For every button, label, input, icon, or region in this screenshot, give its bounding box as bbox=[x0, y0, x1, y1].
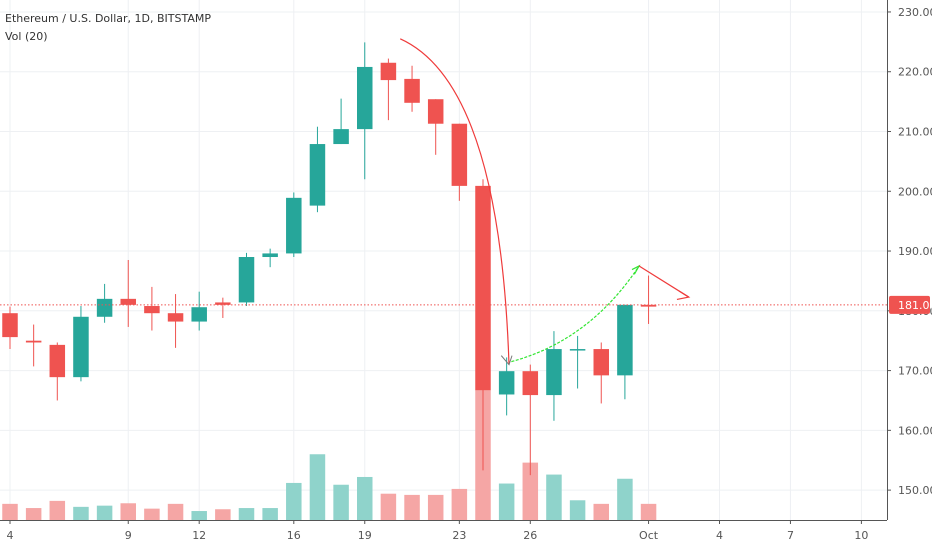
x-tick-label: 9 bbox=[125, 529, 132, 542]
y-tick-label: 190.00 bbox=[898, 245, 932, 258]
volume-bar bbox=[191, 511, 207, 520]
price-candles bbox=[2, 42, 657, 476]
red-curve-arrow-head bbox=[500, 355, 513, 366]
x-tick-label: 7 bbox=[787, 529, 794, 542]
volume-bar bbox=[144, 508, 160, 520]
time-axis-bg bbox=[0, 520, 932, 550]
volume-bar bbox=[262, 508, 278, 520]
volume-bar bbox=[404, 494, 420, 520]
candle-body bbox=[617, 304, 633, 376]
candle-body bbox=[262, 253, 278, 258]
green-curve-arrow[interactable] bbox=[511, 265, 640, 363]
candle-body bbox=[451, 123, 468, 186]
candle-body bbox=[215, 302, 231, 305]
candle-body bbox=[96, 298, 113, 317]
candle-body bbox=[640, 304, 657, 307]
volume-bar bbox=[73, 506, 89, 520]
red-curve-arrow[interactable] bbox=[399, 38, 510, 365]
y-tick-label: 150.00 bbox=[898, 484, 932, 497]
candle-body bbox=[2, 313, 18, 338]
volume-bar bbox=[96, 505, 113, 520]
candle-body bbox=[191, 307, 207, 322]
x-tick-label: 4 bbox=[7, 529, 14, 542]
candle-body bbox=[120, 298, 136, 305]
volume-bar bbox=[380, 493, 397, 520]
volume-bar bbox=[451, 488, 468, 520]
legend-volume: Vol (20) bbox=[5, 30, 48, 43]
candle-body bbox=[522, 371, 539, 396]
volume-bar bbox=[120, 503, 136, 520]
volume-bar bbox=[427, 494, 444, 520]
volume-bar bbox=[522, 462, 539, 520]
volume-bar bbox=[2, 503, 18, 520]
x-tick-label: 4 bbox=[716, 529, 723, 542]
volume-bar bbox=[49, 500, 66, 520]
candle-body bbox=[333, 129, 349, 145]
y-tick-label: 160.00 bbox=[898, 424, 932, 437]
candle-body bbox=[238, 257, 255, 303]
volume-bar bbox=[617, 478, 633, 520]
y-tick-label: 200.00 bbox=[898, 185, 932, 198]
volume-bar bbox=[593, 503, 609, 520]
y-tick-label: 220.00 bbox=[898, 66, 932, 79]
volume-bar bbox=[215, 509, 231, 520]
price-axis-bg bbox=[887, 0, 932, 550]
drawings[interactable] bbox=[399, 38, 691, 366]
x-tick-label: 19 bbox=[358, 529, 372, 542]
volume-bar bbox=[167, 503, 184, 520]
x-tick-label: 10 bbox=[854, 529, 868, 542]
volume-bar bbox=[498, 483, 515, 520]
current-price-label: 181.00 bbox=[898, 299, 932, 312]
candle-body bbox=[569, 349, 586, 351]
candle-body bbox=[427, 99, 444, 124]
volume-bar bbox=[569, 500, 586, 520]
red-straight-arrow-head bbox=[676, 290, 691, 301]
legend-symbol: Ethereum / U.S. Dollar, 1D, BITSTAMP bbox=[5, 12, 211, 25]
y-tick-label: 210.00 bbox=[898, 125, 932, 138]
x-tick-label: 16 bbox=[287, 529, 301, 542]
candle-body bbox=[404, 78, 420, 103]
candle-body bbox=[380, 62, 397, 81]
x-tick-label: 23 bbox=[452, 529, 466, 542]
candle-body bbox=[309, 144, 326, 206]
volume-bar bbox=[357, 476, 373, 520]
volume-bar bbox=[286, 482, 302, 520]
candle-body bbox=[498, 371, 515, 395]
candle-body bbox=[475, 185, 491, 391]
grid bbox=[0, 0, 887, 520]
volume-bar bbox=[238, 508, 255, 520]
green-curve-arrow-head bbox=[631, 264, 641, 275]
candle-body bbox=[357, 66, 373, 130]
volume-bar bbox=[546, 474, 562, 520]
x-tick-label: Oct bbox=[639, 529, 659, 542]
x-tick-label: 26 bbox=[523, 529, 537, 542]
volume-bar bbox=[25, 508, 42, 520]
x-tick-label: 12 bbox=[192, 529, 206, 542]
volume-bar bbox=[309, 454, 326, 520]
candle-body bbox=[546, 349, 562, 396]
current-price-badge bbox=[889, 295, 930, 314]
volume-bar bbox=[640, 503, 657, 520]
volume-bar bbox=[333, 484, 349, 520]
candle-body bbox=[49, 344, 66, 378]
candle-body bbox=[73, 316, 89, 378]
candle-body bbox=[167, 313, 184, 322]
candle-body bbox=[286, 197, 302, 254]
y-tick-label: 170.00 bbox=[898, 365, 932, 378]
y-tick-label: 230.00 bbox=[898, 6, 932, 19]
volume-bars bbox=[2, 390, 657, 520]
candle-body bbox=[144, 306, 160, 314]
candle-body bbox=[593, 349, 609, 376]
candle-body bbox=[25, 340, 42, 343]
